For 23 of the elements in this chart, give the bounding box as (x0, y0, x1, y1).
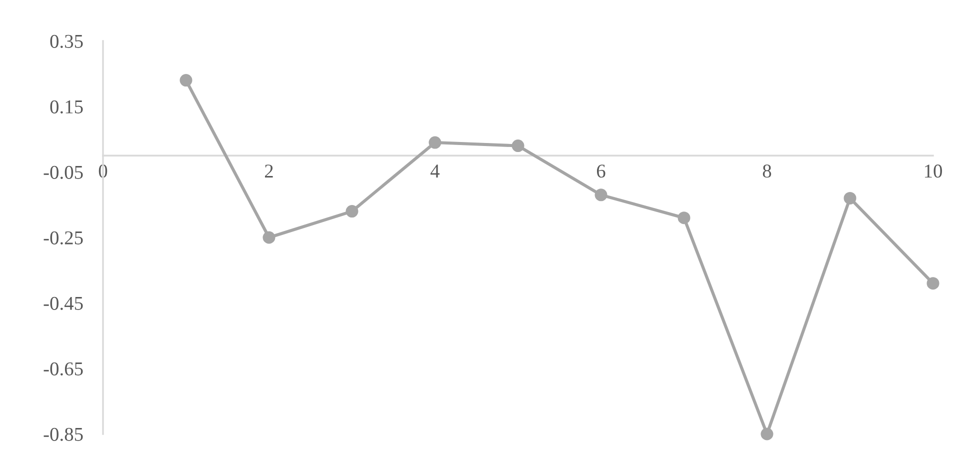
point (262, 231, 276, 244)
point (926, 277, 940, 290)
y-tick-label: 0.15 (50, 100, 83, 114)
y-tick-label: -0.65 (44, 362, 83, 376)
point (180, 74, 192, 87)
y-tick-label: 0.35 (50, 34, 83, 48)
point (844, 192, 856, 204)
x-tick-label: 2 (264, 164, 273, 178)
point (428, 136, 442, 149)
point (512, 140, 524, 152)
x-tick-label: 4 (430, 164, 440, 178)
point (346, 205, 358, 218)
y-tick-label: -0.85 (44, 428, 83, 442)
point (594, 188, 608, 202)
point (760, 428, 774, 440)
y-tick-label: -0.45 (44, 296, 83, 310)
x-tick-label: 10 (924, 164, 942, 178)
x-tick-label: 6 (596, 164, 606, 178)
x-tick-label: 0 (98, 164, 108, 178)
y-tick-label: -0.05 (44, 166, 83, 180)
y-tick-label: -0.25 (44, 231, 83, 245)
x-tick-label: 8 (762, 164, 772, 178)
point (678, 212, 690, 224)
